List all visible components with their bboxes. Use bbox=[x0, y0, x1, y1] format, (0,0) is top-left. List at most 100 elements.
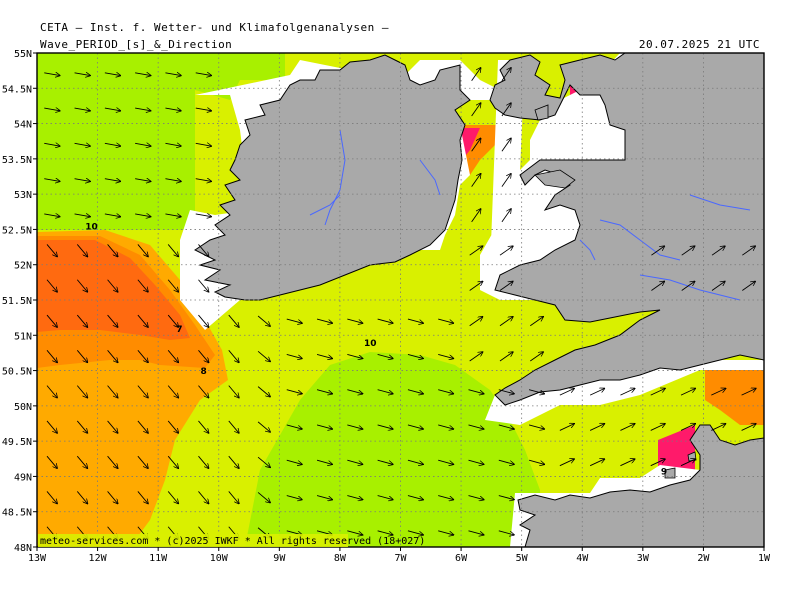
wave-direction-arrow bbox=[407, 318, 423, 323]
wave-direction-arrow bbox=[650, 388, 666, 396]
wave-direction-arrow bbox=[471, 138, 481, 152]
wave-direction-arrow bbox=[44, 143, 60, 146]
wave-direction-arrow bbox=[620, 424, 635, 431]
brittany-landmass bbox=[517, 424, 764, 547]
wave-direction-arrow bbox=[286, 459, 302, 464]
wave-direction-arrow bbox=[316, 495, 332, 500]
wave-direction-arrow bbox=[501, 209, 511, 223]
wave-direction-arrow bbox=[347, 424, 362, 429]
wave-direction-arrow bbox=[347, 318, 362, 323]
wave-direction-arrow bbox=[137, 279, 148, 292]
wave-direction-arrow bbox=[651, 281, 664, 291]
wave-direction-arrow bbox=[257, 421, 270, 432]
wave-direction-arrow bbox=[528, 424, 544, 429]
wave-direction-arrow bbox=[469, 352, 483, 362]
lon-tick-label: 8W bbox=[334, 553, 347, 564]
wave-direction-arrow bbox=[438, 495, 453, 500]
lon-tick-label: 11W bbox=[149, 553, 168, 564]
wave-direction-arrow bbox=[438, 459, 453, 464]
wave-direction-arrow bbox=[104, 73, 121, 76]
wave-direction-arrow bbox=[195, 143, 212, 146]
wave-direction-arrow bbox=[620, 388, 635, 396]
wave-direction-arrow bbox=[681, 246, 695, 256]
wave-direction-arrow bbox=[407, 495, 423, 500]
wave-direction-arrow bbox=[407, 459, 423, 464]
wave-direction-arrow bbox=[44, 73, 60, 76]
wave-direction-arrow bbox=[469, 317, 483, 327]
wave-direction-arrow bbox=[137, 491, 148, 503]
wave-direction-arrow bbox=[407, 530, 423, 535]
wave-direction-arrow bbox=[228, 420, 239, 433]
wave-direction-arrow bbox=[528, 389, 544, 394]
wave-direction-arrow bbox=[137, 455, 148, 468]
wave-direction-arrow bbox=[499, 281, 513, 291]
lon-tick-label: 3W bbox=[637, 553, 650, 564]
wave-direction-arrow bbox=[76, 279, 87, 292]
wave-direction-arrow bbox=[228, 491, 239, 503]
lat-lon-grid bbox=[37, 53, 764, 547]
wave-direction-arrows bbox=[44, 68, 756, 539]
wave-direction-arrow bbox=[589, 388, 605, 396]
wave-direction-arrow bbox=[104, 108, 121, 111]
wave-direction-arrow bbox=[681, 281, 695, 291]
wave-direction-arrow bbox=[711, 388, 726, 396]
wave-direction-arrow bbox=[198, 314, 208, 327]
wave-direction-arrow bbox=[559, 424, 575, 431]
wave-direction-arrow bbox=[742, 246, 755, 256]
lon-tick-label: 2W bbox=[697, 553, 710, 564]
wave-direction-arrow bbox=[589, 459, 605, 467]
wave-direction-arrow bbox=[407, 353, 423, 358]
lon-tick-label: 1W bbox=[758, 553, 771, 564]
wave-direction-arrow bbox=[711, 424, 726, 431]
wave-direction-arrow bbox=[377, 353, 393, 358]
wave-direction-arrow bbox=[530, 352, 543, 362]
wave-direction-arrow bbox=[501, 173, 511, 187]
wave-direction-arrow bbox=[46, 314, 57, 327]
wave-direction-arrow bbox=[135, 108, 151, 111]
wave-direction-arrow bbox=[316, 353, 332, 358]
wave-direction-arrow bbox=[198, 491, 208, 503]
wave-direction-arrow bbox=[257, 315, 270, 326]
wave-direction-arrow bbox=[74, 214, 91, 217]
wave-direction-arrow bbox=[167, 455, 178, 468]
contour-value-label: 8 bbox=[200, 367, 206, 377]
wave-direction-arrow bbox=[44, 179, 60, 182]
wave-direction-arrow bbox=[107, 455, 118, 468]
contour-value-label: 7 bbox=[176, 325, 182, 335]
wave-direction-arrow bbox=[316, 318, 332, 323]
wave-direction-arrow bbox=[76, 420, 87, 433]
wave-direction-arrow bbox=[286, 389, 302, 394]
lon-tick-label: 12W bbox=[89, 553, 108, 564]
wave-direction-arrow bbox=[438, 389, 453, 394]
rivers bbox=[309, 129, 751, 301]
lat-tick-label: 49.5N bbox=[2, 437, 32, 448]
wave-direction-arrow bbox=[498, 424, 514, 429]
wave-direction-arrow bbox=[137, 314, 148, 327]
wave-direction-arrow bbox=[195, 108, 212, 111]
wave-direction-arrow bbox=[137, 350, 148, 362]
wave-direction-arrow bbox=[74, 179, 91, 182]
wave-direction-arrow bbox=[76, 491, 87, 503]
valid-time: 20.07.2025 21 UTC bbox=[638, 38, 760, 51]
wave-direction-arrow bbox=[501, 68, 511, 81]
wave-direction-arrow bbox=[468, 424, 484, 429]
wave-direction-arrow bbox=[680, 388, 696, 396]
wave-direction-arrow bbox=[559, 459, 575, 467]
wave-direction-arrow bbox=[257, 492, 270, 502]
lon-tick-label: 7W bbox=[394, 553, 407, 564]
wave-direction-arrow bbox=[165, 108, 181, 111]
wave-direction-arrow bbox=[651, 246, 664, 256]
lat-tick-label: 54N bbox=[14, 120, 32, 131]
wave-direction-arrow bbox=[589, 424, 605, 431]
wave-direction-arrow bbox=[107, 244, 118, 256]
wave-direction-arrow bbox=[711, 281, 725, 291]
lat-tick-label: 55N bbox=[14, 49, 32, 60]
wave-direction-arrow bbox=[347, 530, 362, 535]
wave-direction-arrow bbox=[76, 244, 87, 256]
wave-direction-arrow bbox=[680, 459, 696, 467]
wave-direction-arrow bbox=[46, 350, 57, 362]
wave-direction-arrow bbox=[347, 353, 362, 358]
wave-direction-arrow bbox=[438, 353, 453, 358]
wave-direction-arrow bbox=[74, 143, 91, 146]
contour-labels: 10 7 8 10 9 bbox=[85, 222, 667, 477]
